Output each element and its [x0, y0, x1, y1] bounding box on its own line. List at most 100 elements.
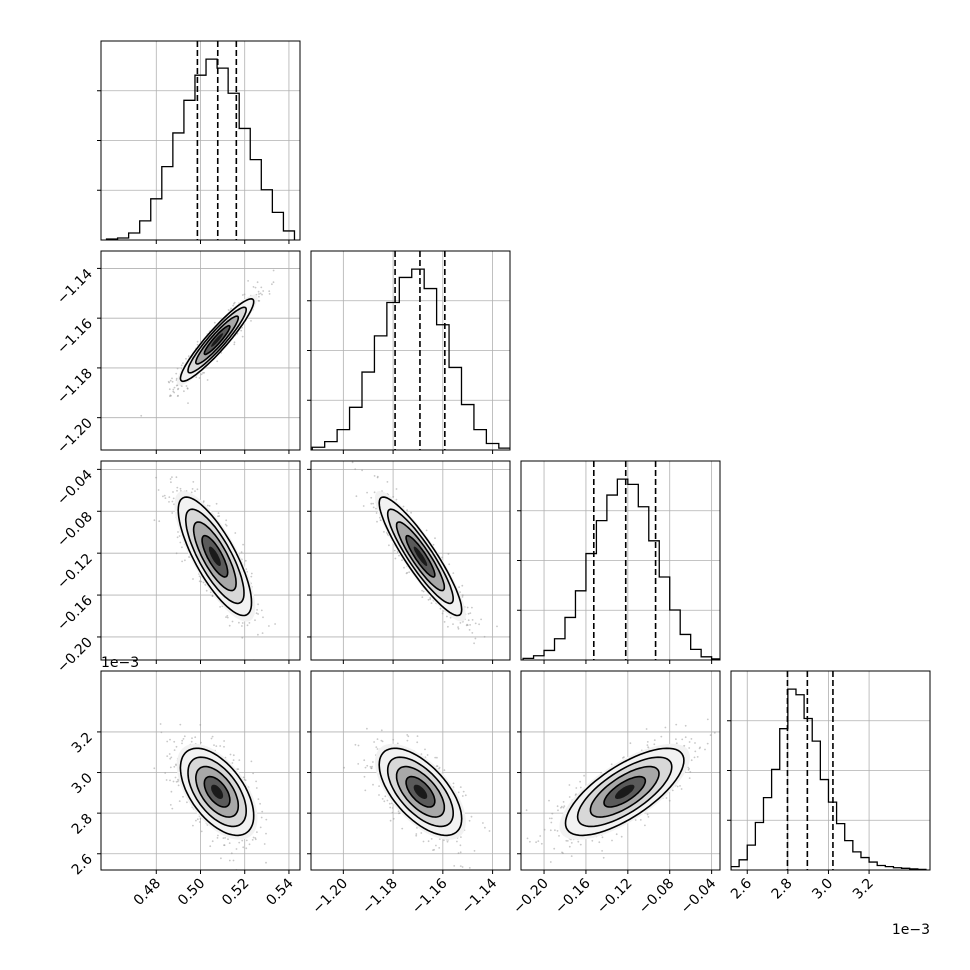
- sample-point: [254, 837, 257, 839]
- sample-point: [173, 765, 176, 768]
- sample-point: [676, 785, 679, 788]
- sample-point: [366, 491, 368, 494]
- x-tick-label: −0.04: [678, 875, 720, 917]
- contour-line: [192, 521, 237, 592]
- sample-point: [168, 501, 170, 503]
- sample-point: [268, 625, 270, 627]
- x-tick-label: 2.6: [728, 875, 755, 902]
- sample-point: [194, 490, 196, 492]
- sample-point: [176, 395, 179, 397]
- sample-point: [192, 481, 195, 483]
- sample-point: [406, 509, 408, 511]
- sample-point: [212, 594, 214, 597]
- sample-point: [561, 851, 563, 854]
- sample-point: [430, 838, 433, 840]
- sample-point: [452, 572, 455, 574]
- sample-point: [671, 789, 674, 792]
- sample-point: [244, 779, 247, 781]
- contour-line: [203, 324, 231, 356]
- sample-point: [615, 833, 618, 836]
- sample-point: [216, 360, 219, 363]
- sample-point: [366, 764, 369, 767]
- sample-point: [170, 790, 173, 793]
- sample-point: [250, 575, 253, 578]
- sample-point: [699, 746, 701, 749]
- sample-point: [427, 840, 430, 843]
- sample-point: [233, 301, 236, 304]
- sample-point: [458, 586, 460, 588]
- sample-point: [164, 772, 167, 774]
- density-panel-2-0: [153, 476, 276, 660]
- sample-point: [378, 785, 380, 787]
- sample-point: [461, 594, 464, 597]
- sample-point: [380, 739, 383, 742]
- y-tick-label: 2.6: [69, 851, 96, 878]
- sample-point: [372, 761, 374, 763]
- sample-point: [526, 837, 529, 840]
- sample-point: [256, 831, 258, 833]
- sample-point: [602, 856, 605, 859]
- sample-point: [169, 766, 172, 769]
- sample-point: [470, 815, 473, 818]
- sample-point: [254, 619, 256, 622]
- density-panel-3-1-frame: [310, 670, 511, 871]
- sample-point: [429, 598, 432, 601]
- sample-point: [261, 810, 264, 813]
- sample-point: [629, 742, 632, 745]
- sample-point: [496, 625, 498, 628]
- sample-point: [153, 767, 156, 770]
- sample-point: [232, 304, 235, 307]
- sample-point: [166, 755, 169, 757]
- sample-point: [242, 543, 245, 546]
- sample-point: [601, 836, 604, 839]
- sample-point: [376, 738, 379, 740]
- sample-point: [441, 556, 444, 559]
- sample-point: [447, 553, 450, 555]
- sample-point: [461, 584, 464, 587]
- contour-line: [386, 508, 455, 605]
- sample-point: [645, 728, 648, 730]
- sample-point: [216, 837, 219, 839]
- sample-point: [196, 818, 199, 821]
- sample-point: [160, 731, 163, 734]
- x-tick-label: −1.14: [459, 875, 501, 917]
- sample-point: [233, 343, 236, 346]
- sample-point: [525, 809, 528, 812]
- sample-point: [158, 520, 161, 523]
- sample-point: [376, 748, 379, 750]
- sample-point: [231, 620, 234, 623]
- sample-point: [468, 629, 471, 631]
- sample-point: [467, 612, 470, 615]
- sample-point: [598, 841, 601, 844]
- density-panel-2-1: [351, 461, 498, 645]
- sample-point: [195, 376, 198, 379]
- sample-point: [223, 740, 226, 742]
- sample-point: [155, 476, 158, 479]
- sample-point: [173, 503, 175, 506]
- sample-point: [180, 364, 183, 367]
- contour-line: [386, 756, 455, 828]
- sample-point: [568, 845, 571, 848]
- x-tick-label: −1.20: [310, 876, 352, 918]
- sample-point: [200, 830, 203, 833]
- sample-point: [693, 756, 696, 759]
- sample-point: [480, 618, 482, 621]
- x-tick-label: 0.50: [175, 876, 208, 909]
- sample-point: [241, 625, 243, 627]
- sample-point: [383, 800, 386, 803]
- sample-point: [205, 589, 208, 592]
- sample-point: [548, 799, 550, 802]
- sample-point: [646, 744, 649, 746]
- sample-point: [421, 596, 424, 598]
- sample-point: [373, 475, 376, 477]
- sample-point: [175, 552, 178, 555]
- sample-point: [196, 343, 199, 346]
- sample-point: [406, 571, 409, 574]
- sample-point: [170, 394, 172, 397]
- panel-grid-2-1: [311, 461, 510, 660]
- sample-point: [394, 557, 397, 560]
- sample-point: [688, 747, 691, 749]
- sample-point: [690, 759, 693, 762]
- sample-point: [263, 843, 266, 845]
